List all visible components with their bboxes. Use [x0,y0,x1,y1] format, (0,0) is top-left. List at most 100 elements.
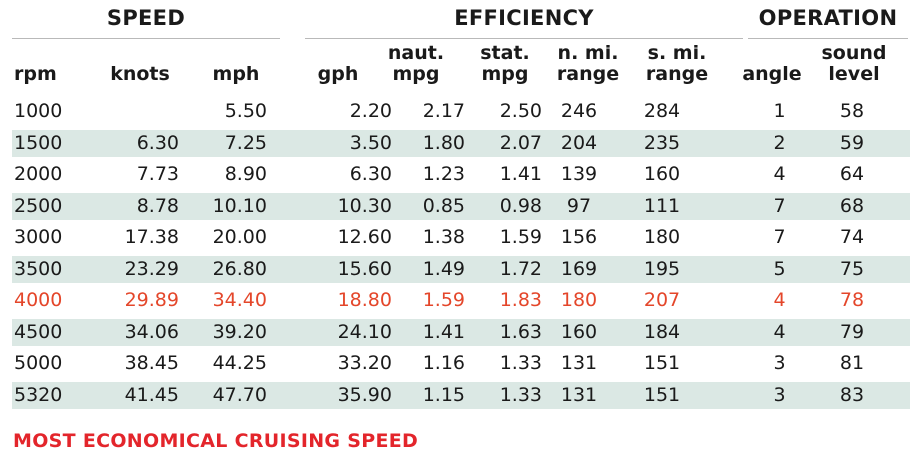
table-cell: 1.49 [422,258,465,280]
column-header: knots [90,64,190,85]
table-cell: 195 [643,258,681,280]
table-cell: 33.20 [337,352,392,374]
column-header-line: stat. [480,42,530,64]
table-cell: 5000 [14,352,63,374]
table-cell: 34.06 [124,321,179,343]
table-cell: 44.25 [212,352,267,374]
table-cell: 0.85 [422,195,465,217]
table-cell: 38.45 [124,352,179,374]
table-cell: 1 [773,100,786,122]
table-cell: 151 [643,384,681,406]
table-cell: 3500 [14,258,63,280]
table-cell: 1500 [14,132,63,154]
table-cell: 79 [839,321,865,343]
table-row: 4500 34.06 39.20 24.10 1.41 1.63 160 184 4 79 [12,319,910,346]
table-cell: 139 [560,163,598,185]
column-header: n. mi. range [538,43,638,85]
table-cell: 7.25 [224,132,267,154]
table-cell: 18.80 [337,289,392,311]
table-cell: 2.07 [499,132,542,154]
table-cell: 1.38 [422,226,465,248]
table-cell: 17.38 [124,226,179,248]
table-cell: 68 [839,195,865,217]
table-cell: 1.16 [422,352,465,374]
column-header: s. mi. range [627,43,727,85]
table-cell: 26.80 [212,258,267,280]
table-cell: 4 [773,163,786,185]
column-header: sound level [804,43,904,85]
table-cell: 97 [566,195,592,217]
table-cell: 4 [773,321,786,343]
table-cell: 3 [773,352,786,374]
table-cell: 74 [839,226,865,248]
table-row: 2500 8.78 10.10 10.30 0.85 0.98 97 111 7 68 [12,193,910,220]
column-header-line: s. mi. [647,42,707,64]
group-title-speed: SPEED [106,6,186,30]
table-cell: 5.50 [224,100,267,122]
table-cell: 10.10 [212,195,267,217]
table-cell: 1.41 [422,321,465,343]
table-cell: 78 [839,289,865,311]
table-cell: 1.33 [499,384,542,406]
table-cell: 169 [560,258,598,280]
table-cell: 2.17 [422,100,465,122]
table-cell: 1.59 [422,289,465,311]
table-cell: 284 [643,100,681,122]
table-cell: 1.33 [499,352,542,374]
group-rule [305,38,743,39]
group-title-operation: OPERATION [758,6,898,30]
group-rule [12,38,280,39]
table-cell: 6.30 [136,132,179,154]
table-cell: 0.98 [499,195,542,217]
footnote: MOST ECONOMICAL CRUISING SPEED [13,430,419,452]
table-cell: 1.83 [499,289,542,311]
table-cell: 34.40 [212,289,267,311]
table-cell: 2500 [14,195,63,217]
table-cell: 24.10 [337,321,392,343]
table-row: 1500 6.30 7.25 3.50 1.80 2.07 204 235 2 59 [12,130,910,157]
table-cell: 7.73 [136,163,179,185]
table-row: 3500 23.29 26.80 15.60 1.49 1.72 169 195 5 75 [12,256,910,283]
table-cell: 207 [643,289,681,311]
table-cell: 64 [839,163,865,185]
table-cell: 1.41 [499,163,542,185]
column-header-line: n. mi. [557,42,619,64]
table-cell: 3 [773,384,786,406]
table-cell: 7 [773,226,786,248]
table-cell: 111 [643,195,681,217]
table-cell: 81 [839,352,865,374]
group-title-efficiency: EFFICIENCY [454,6,594,30]
table-cell: 7 [773,195,786,217]
table-cell: 180 [560,289,598,311]
table-cell: 1.15 [422,384,465,406]
table-cell: 20.00 [212,226,267,248]
table-cell: 8.90 [224,163,267,185]
column-header-line: level [828,63,880,85]
column-header-line: gph [317,63,359,85]
column-header-line: mpg [392,63,440,85]
table-cell: 10.30 [337,195,392,217]
group-rule [748,38,908,39]
table-row: 3000 17.38 20.00 12.60 1.38 1.59 156 180 7 74 [12,224,910,251]
column-header: naut. mpg [366,43,466,85]
table-cell: 235 [643,132,681,154]
column-header: stat. mpg [455,43,555,85]
table-cell [72,98,179,125]
column-header-line: naut. [387,42,445,64]
table-cell: 23.29 [124,258,179,280]
table-cell: 59 [839,132,865,154]
column-header-line: sound [821,42,887,64]
table-cell: 246 [560,100,598,122]
table-cell: 1.63 [499,321,542,343]
table-cell: 6.30 [349,163,392,185]
table-row: 5320 41.45 47.70 35.90 1.15 1.33 131 151 3 83 [12,382,910,409]
table-cell: 1.59 [499,226,542,248]
column-header-line: knots [110,63,170,85]
table-cell: 1.80 [422,132,465,154]
table-cell: 2000 [14,163,63,185]
table-cell: 2 [773,132,786,154]
table-cell: 4500 [14,321,63,343]
table-cell: 1.72 [499,258,542,280]
table-cell: 5 [773,258,786,280]
table-cell: 156 [560,226,598,248]
